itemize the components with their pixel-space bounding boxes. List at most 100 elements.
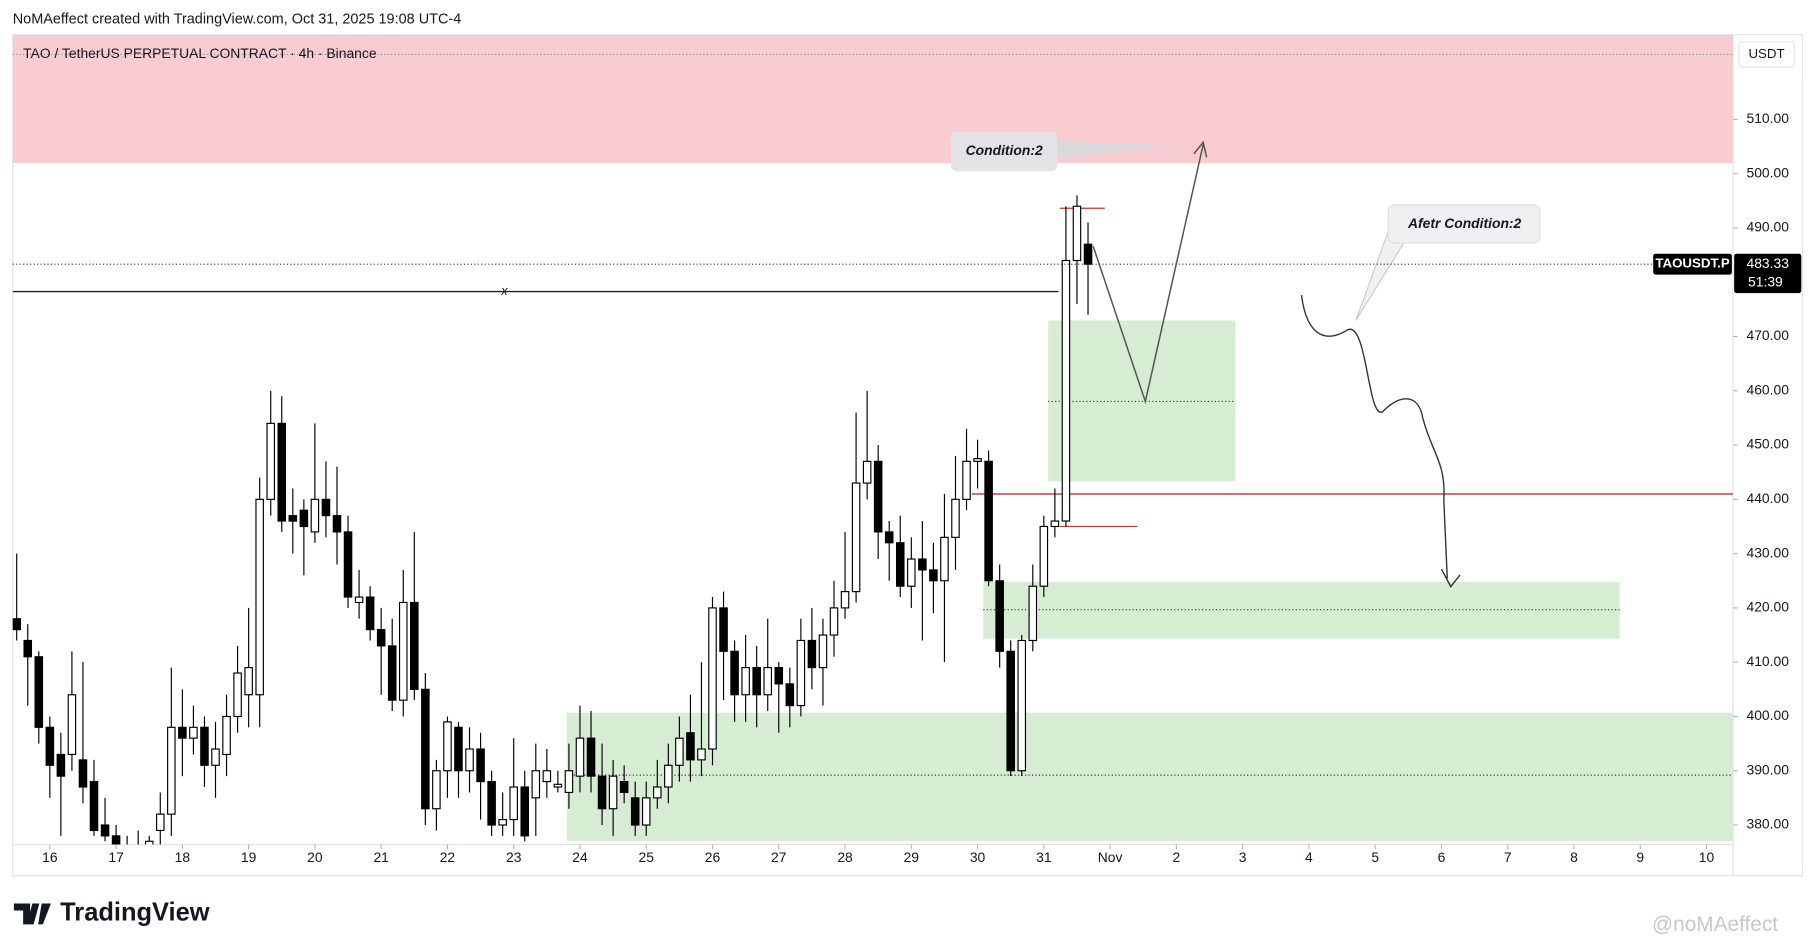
candle-body [1028,585,1038,642]
candle-body [873,460,883,533]
candle-body [178,726,187,739]
x-tick-label: 2 [1173,849,1181,865]
candle-body [951,498,960,538]
candles [12,195,1093,845]
candle-body [862,460,872,484]
candle-body [476,748,485,783]
candle-body [365,596,375,631]
brand: TradingView [60,899,210,927]
callout-text: Afetr Condition:2 [1407,215,1522,231]
candle-body [531,770,541,799]
x-tick-label: 30 [970,849,986,865]
candle-body [67,694,77,756]
candle-body [443,721,452,772]
candle-body [155,813,165,832]
x-tick-label: 8 [1570,849,1578,865]
candle-body [310,498,320,533]
x-tick-label: 19 [241,849,257,865]
chart-title: TAO / TetherUS PERPETUAL CONTRACT · 4h ·… [23,45,377,61]
x-tick-label: 23 [506,849,522,865]
x-tick-label: 28 [837,849,853,865]
x-tick-label: 5 [1371,849,1379,865]
candle-body [111,835,121,845]
candle-body [12,618,21,631]
candle-body [56,753,66,777]
candle-body [255,498,264,696]
candle-body [984,460,993,582]
candle-body [343,531,353,598]
candle-body [277,422,287,522]
candle-body [719,607,728,652]
brand-logo: TradingView [13,899,210,927]
candle-body [597,775,607,810]
price-badge [1734,253,1802,294]
x-tick-label: 26 [705,849,721,865]
x-tick-label: 4 [1305,849,1313,865]
candle-body [1006,650,1015,772]
candle-body [895,542,905,587]
candle-body [332,515,342,533]
candle-body [785,683,795,707]
demand-zone [566,712,1734,842]
candle-body [78,759,88,788]
candle-body [34,656,44,728]
candle-body [686,732,695,761]
y-tick-label: 430.00 [1746,544,1789,560]
x-tick-label: Nov [1098,849,1123,865]
candle-body [653,786,662,799]
candle-body [288,515,298,522]
candle-body [1083,243,1093,265]
drawings: Condition:2 Afetr Condition:2 x [12,34,1734,842]
candle-body [144,840,154,845]
x-tick-label: 18 [175,849,191,865]
candle-body [520,786,530,837]
callout [1387,204,1541,244]
candle-body [1039,525,1049,587]
candle-body [376,629,386,647]
x-tick-label: 20 [307,849,323,865]
candle-body [398,601,408,701]
candle-body [851,482,861,593]
candle-body [542,770,552,783]
projection-path [1300,294,1448,579]
projection-path [1092,144,1204,405]
candle-body [829,607,839,636]
candle-body [354,596,364,604]
candle-body [498,819,507,826]
candle-body [1061,259,1071,522]
candle-body [45,726,55,766]
x-tick-label: 16 [42,849,58,865]
candle-body [763,667,773,696]
candle-body [884,531,894,544]
currency: USDT [1748,46,1784,61]
candle-body [774,667,784,685]
arrow-head [1440,568,1461,588]
supply-zone [12,34,1734,164]
x-tick-label: 27 [771,849,787,865]
x-tick-label: 31 [1036,849,1052,865]
x-tick-label: 9 [1636,849,1644,865]
candle-body [730,650,739,696]
candle-body [89,781,99,832]
demand-zone [983,581,1620,639]
candle-body [233,672,242,718]
arrow-head [1193,140,1208,158]
candle-body [321,498,331,517]
candle-body [509,786,518,821]
candle-body [741,667,750,696]
candle-body [641,797,651,826]
symbol-badge [1653,253,1732,275]
y-tick-label: 450.00 [1746,436,1789,452]
candle-body [840,591,850,609]
y-tick-label: 380.00 [1746,816,1789,832]
candle-body [962,460,971,500]
candle-body [796,639,806,707]
y-tick-label: 400.00 [1746,707,1789,723]
callout-tail [1046,141,1181,160]
watermark: @noMAeffect [1652,913,1778,936]
candle-body [818,634,828,669]
last-price-label: 483.33 [1746,255,1789,271]
x-tick-label: 17 [108,849,124,865]
